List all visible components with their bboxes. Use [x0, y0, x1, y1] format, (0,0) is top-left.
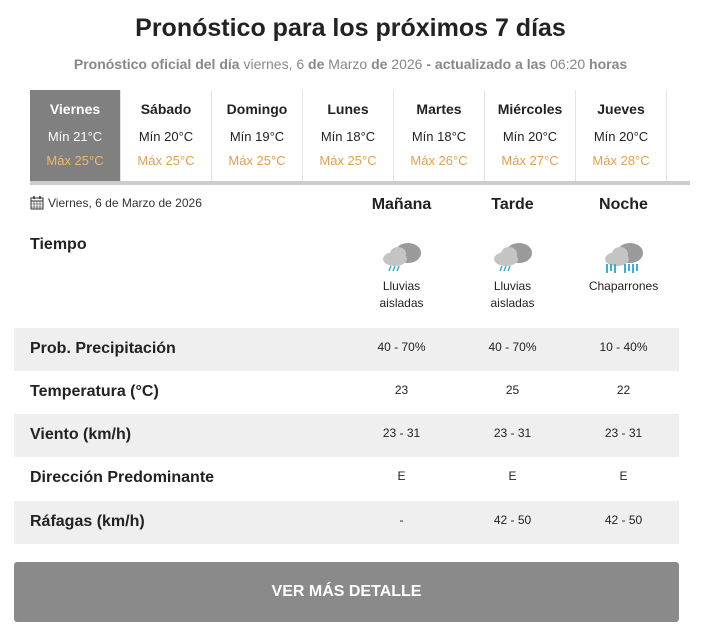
cloud-light-rain-icon: [457, 236, 568, 281]
table-row: Dirección Predominante E E E: [14, 457, 679, 500]
tab-max: Máx 27°C: [501, 153, 559, 168]
tab-day[interactable]: Miércoles Mín 20°C Máx 27°C: [485, 90, 576, 181]
tab-max: Máx 28°C: [592, 153, 650, 168]
row-label: Prob. Precipitación: [30, 340, 176, 357]
tab-max: Máx 25°C: [319, 153, 377, 168]
tab-min: Mín 18°C: [320, 129, 376, 144]
tab-day-name: Viernes: [49, 101, 101, 117]
row-value: 23 - 31: [604, 426, 643, 440]
period-header: Noche: [599, 196, 648, 213]
row-value: 23 - 31: [493, 426, 532, 440]
table-row: Temperatura (°C) 23 25 22: [14, 371, 679, 414]
row-value: 40 - 70%: [488, 340, 537, 354]
page-title: Pronóstico para los próximos 7 días: [135, 14, 566, 42]
tab-day-name: Sábado: [140, 101, 192, 117]
tab-day-name: Martes: [416, 101, 462, 117]
tab-max: Máx 25°C: [46, 153, 104, 168]
date-text: Viernes, 6 de Marzo de 2026: [48, 196, 202, 210]
row-value: 40 - 70%: [377, 340, 426, 354]
row-value: 22: [616, 383, 631, 397]
subtitle: Pronóstico oficial del día viernes, 6 de…: [73, 56, 628, 72]
more-details-button[interactable]: VER MÁS DETALLE: [14, 562, 679, 622]
row-value: -: [399, 513, 404, 527]
tab-max: Máx 25°C: [137, 153, 195, 168]
tab-day-name: Lunes: [327, 101, 369, 117]
tab-day[interactable]: Sábado Mín 20°C Máx 25°C: [121, 90, 212, 181]
tab-max: Máx 26°C: [410, 153, 468, 168]
cloud-light-rain-icon: [346, 236, 457, 281]
row-value: 23 - 31: [382, 426, 421, 440]
period-header: Mañana: [371, 196, 432, 213]
row-value: 42 - 50: [493, 513, 532, 527]
row-value: 42 - 50: [604, 513, 643, 527]
tab-min: Mín 21°C: [47, 129, 103, 144]
tab-min: Mín 20°C: [593, 129, 649, 144]
table-row: Viento (km/h) 23 - 31 23 - 31 23 - 31: [14, 414, 679, 457]
row-value: 10 - 40%: [599, 340, 648, 354]
tab-day[interactable]: Lunes Mín 18°C Máx 25°C: [303, 90, 394, 181]
tab-min: Mín 19°C: [229, 129, 285, 144]
tab-day[interactable]: Jueves Mín 20°C Máx 28°C: [576, 90, 667, 181]
tab-day-name: Domingo: [226, 101, 288, 117]
tab-min: Mín 20°C: [138, 129, 194, 144]
tiempo-label: Tiempo: [30, 236, 87, 253]
tab-min: Mín 20°C: [502, 129, 558, 144]
row-label: Ráfagas (km/h): [30, 513, 145, 530]
row-value: 23: [394, 383, 409, 397]
tab-day-name: Miércoles: [497, 101, 563, 117]
table-row: Ráfagas (km/h) - 42 - 50 42 - 50: [14, 501, 679, 544]
row-label: Temperatura (°C): [30, 383, 159, 400]
row-label: Dirección Predominante: [30, 469, 215, 486]
tab-min: Mín 18°C: [411, 129, 467, 144]
table-row: Prob. Precipitación 40 - 70% 40 - 70% 10 - …: [14, 328, 679, 371]
tab-day-name: Jueves: [597, 101, 645, 117]
weather-description: Chaparrones: [588, 279, 659, 293]
weather-description: Lluvias aisladas: [379, 279, 424, 310]
cloud-showers-icon: [568, 236, 679, 281]
row-value: E: [619, 469, 628, 483]
row-value: E: [508, 469, 517, 483]
row-value: E: [397, 469, 406, 483]
tab-day[interactable]: Viernes Mín 21°C Máx 25°C: [30, 90, 121, 181]
calendar-icon: [30, 196, 44, 210]
period-header: Tarde: [491, 196, 534, 213]
tab-max: Máx 25°C: [228, 153, 286, 168]
row-value: 25: [505, 383, 520, 397]
tab-day[interactable]: Domingo Mín 19°C Máx 25°C: [212, 90, 303, 181]
date-label: Viernes, 6 de Marzo de 2026: [30, 196, 202, 210]
day-tabs: Viernes Mín 21°C Máx 25°C Sábado Mín 20°C Máx…: [30, 90, 690, 185]
weather-description: Lluvias aisladas: [490, 279, 535, 310]
tab-day[interactable]: Martes Mín 18°C Máx 26°C: [394, 90, 485, 181]
row-label: Viento (km/h): [30, 426, 132, 443]
